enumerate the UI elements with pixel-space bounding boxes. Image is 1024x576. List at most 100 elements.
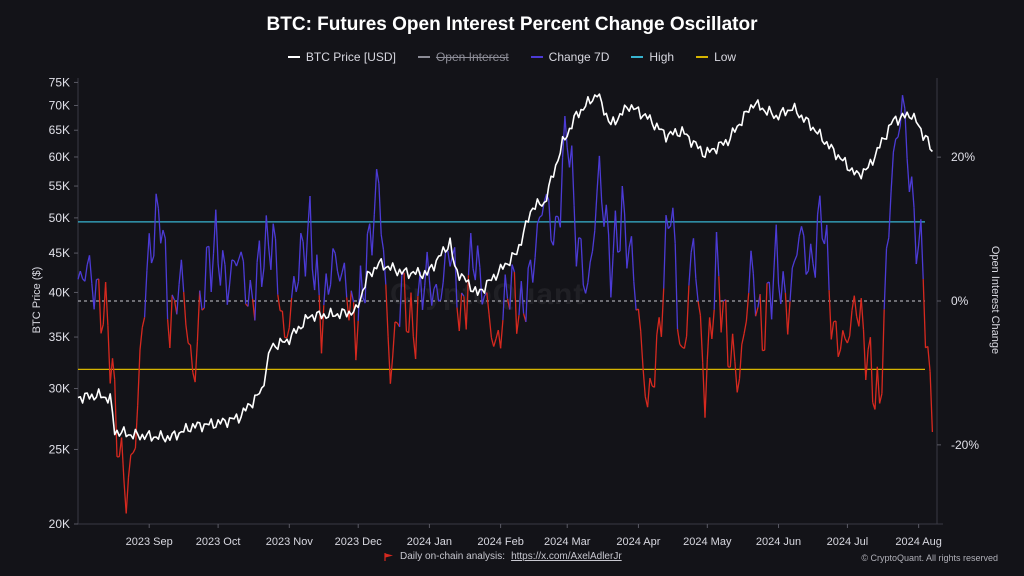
- change-7d-segment: [277, 294, 281, 311]
- change-7d-segment: [520, 281, 525, 314]
- change-7d-segment: [398, 275, 403, 327]
- change-7d-segment: [196, 290, 201, 342]
- change-7d-segment: [157, 208, 162, 244]
- change-7d-segment: [389, 356, 394, 384]
- change-7d-segment: [913, 207, 917, 265]
- change-7d-segment: [922, 279, 927, 348]
- change-7d-segment: [141, 317, 146, 328]
- legend-item-low[interactable]: Low: [696, 50, 736, 64]
- change-7d-segment: [851, 295, 855, 311]
- change-7d-segment: [729, 333, 734, 368]
- change-7d-segment: [725, 299, 729, 367]
- change-7d-segment: [247, 279, 251, 307]
- change-7d-segment: [378, 183, 382, 235]
- change-7d-segment: [536, 216, 541, 225]
- x-tick-label: 2023 Sep: [126, 536, 173, 548]
- change-7d-segment: [470, 233, 474, 269]
- change-7d-segment: [578, 237, 582, 240]
- x-tick-label: 2024 May: [683, 536, 732, 548]
- change-7d-segment: [646, 377, 651, 408]
- change-7d-segment: [490, 337, 495, 347]
- change-7d-segment: [610, 253, 614, 298]
- y-left-tick-label: 75K: [49, 75, 70, 89]
- change-7d-segment: [297, 233, 302, 282]
- change-7d-segment: [153, 193, 157, 257]
- change-7d-segment: [582, 284, 587, 294]
- legend: BTC Price [USD] Open Interest Change 7D …: [0, 50, 1024, 64]
- change-7d-segment: [327, 284, 332, 295]
- change-7d-segment: [633, 281, 637, 311]
- legend-label-open-interest: Open Interest: [435, 50, 509, 64]
- change-7d-segment: [380, 234, 385, 250]
- change-7d-segment: [704, 359, 708, 418]
- legend-label-change-7d: Change 7D: [548, 50, 610, 64]
- change-7d-segment: [320, 305, 325, 354]
- change-7d-segment: [382, 249, 387, 285]
- y-left-tick-label: 20K: [49, 517, 70, 531]
- change-7d-segment: [754, 307, 759, 317]
- change-7d-segment: [178, 259, 183, 285]
- change-7d-segment: [189, 344, 194, 373]
- change-7d-segment: [911, 176, 915, 208]
- y-left-tick-label: 70K: [49, 98, 70, 112]
- change-7d-segment: [348, 290, 352, 321]
- change-7d-segment: [137, 349, 141, 406]
- change-7d-segment: [323, 273, 327, 306]
- change-7d-segment: [183, 292, 187, 326]
- change-7d-segment: [394, 321, 398, 324]
- change-7d-segment: [552, 216, 557, 246]
- change-7d-segment: [440, 282, 444, 300]
- legend-label-high: High: [649, 50, 675, 64]
- change-7d-segment: [584, 282, 589, 294]
- change-7d-segment: [428, 280, 433, 306]
- change-7d-segment: [895, 136, 899, 140]
- footer-link[interactable]: https://x.com/AxelAdlerJr: [511, 551, 622, 562]
- change-7d-segment: [114, 379, 118, 457]
- change-7d-segment: [199, 290, 203, 311]
- change-7d-segment: [435, 284, 440, 302]
- change-7d-segment: [171, 294, 176, 301]
- change-7d-segment: [414, 296, 419, 360]
- change-7d-segment: [810, 243, 814, 264]
- change-7d-segment: [708, 317, 713, 339]
- change-7d-segment: [775, 224, 780, 285]
- change-7d-segment: [224, 264, 228, 305]
- legend-item-open-interest[interactable]: Open Interest: [417, 50, 509, 64]
- change-7d-segment: [373, 169, 378, 215]
- change-7d-segment: [458, 292, 463, 332]
- change-7d-segment: [750, 250, 754, 274]
- change-7d-segment: [93, 279, 98, 310]
- change-7d-segment: [888, 191, 892, 238]
- change-7d-segment: [290, 276, 295, 298]
- change-7d-segment: [837, 349, 842, 357]
- change-7d-segment: [607, 234, 612, 298]
- change-7d-segment: [828, 290, 832, 340]
- change-7d-segment: [685, 285, 690, 337]
- legend-swatch-low: [696, 56, 709, 58]
- change-7d-segment: [313, 254, 318, 291]
- change-7d-segment: [79, 270, 84, 279]
- change-7d-segment: [148, 233, 153, 264]
- change-7d-segment: [800, 226, 805, 236]
- change-7d-segment: [830, 321, 835, 340]
- change-7d-segment: [295, 281, 300, 293]
- change-7d-segment: [534, 223, 539, 258]
- change-7d-segment: [222, 250, 226, 266]
- change-7d-segment: [649, 377, 653, 387]
- change-7d-segment: [447, 250, 451, 267]
- change-7d-segment: [713, 231, 718, 310]
- change-7d-segment: [210, 253, 215, 292]
- change-7d-segment: [561, 116, 566, 158]
- change-7d-segment: [336, 271, 341, 282]
- change-7d-segment: [874, 366, 878, 410]
- legend-item-change-7d[interactable]: Change 7D: [530, 50, 610, 64]
- change-7d-segment: [819, 195, 823, 239]
- legend-item-high[interactable]: High: [631, 50, 674, 64]
- change-7d-segment: [274, 238, 279, 295]
- legend-item-btc-price[interactable]: BTC Price [USD]: [287, 50, 396, 64]
- change-7d-segment: [125, 477, 130, 514]
- change-7d-segment: [302, 241, 307, 277]
- legend-label-btc-price: BTC Price [USD]: [305, 50, 396, 64]
- change-7d-segment: [601, 201, 605, 227]
